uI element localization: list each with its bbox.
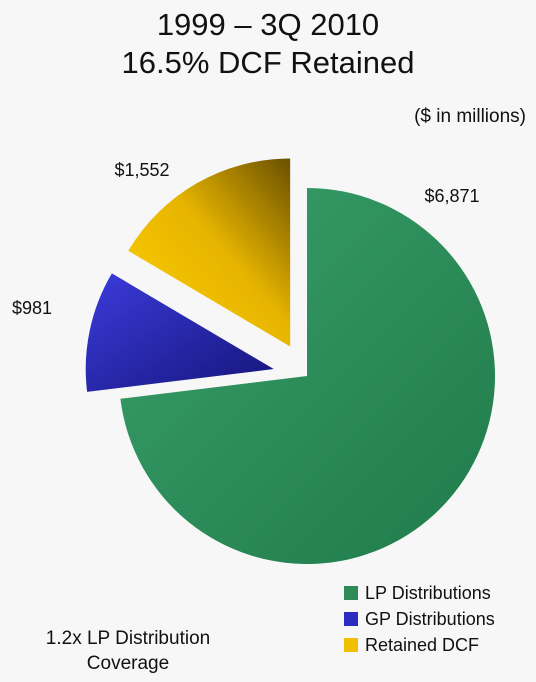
units-note: ($ in millions) — [414, 106, 526, 127]
chart-title-block: 1999 – 3Q 2010 16.5% DCF Retained — [0, 6, 536, 82]
pie-slice-gp — [85, 273, 274, 392]
chart-subtitle: 16.5% DCF Retained — [121, 45, 415, 80]
pie-slice-retained — [128, 158, 291, 347]
legend-label-retained: Retained DCF — [365, 635, 480, 655]
legend-item-lp: LP Distributions — [344, 580, 495, 606]
coverage-annotation: 1.2x LP Distribution Coverage — [45, 628, 211, 674]
data-label-retained: $1,552 — [114, 160, 169, 180]
pie-slice-lp — [120, 188, 496, 564]
legend-label-gp: GP Distributions — [365, 609, 495, 629]
legend-label-lp: LP Distributions — [365, 583, 491, 603]
data-label-lp: $6,871 — [424, 186, 479, 206]
legend-item-gp: GP Distributions — [344, 606, 495, 632]
legend: LP Distributions GP Distributions Retain… — [344, 580, 495, 658]
legend-swatch-retained — [344, 638, 358, 652]
legend-swatch-gp — [344, 612, 358, 626]
data-label-gp: $981 — [12, 298, 52, 318]
chart-title: 1999 – 3Q 2010 — [156, 7, 380, 42]
legend-item-retained: Retained DCF — [344, 632, 495, 658]
legend-swatch-lp — [344, 586, 358, 600]
